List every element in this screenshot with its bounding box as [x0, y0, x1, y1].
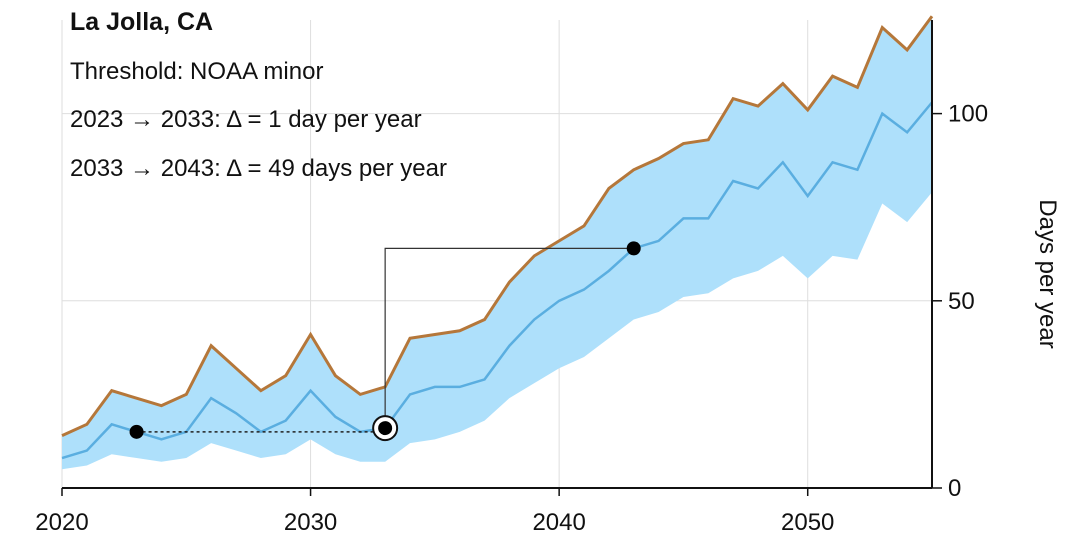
x-tick-label: 2020 — [35, 509, 88, 536]
marker-1 — [130, 425, 144, 439]
x-tick-label: 2040 — [532, 509, 585, 536]
x-tick-label: 2050 — [781, 509, 834, 536]
y-tick-label: 100 — [948, 101, 988, 128]
y-axis-label: Days per year — [1034, 199, 1061, 348]
marker-3 — [627, 241, 641, 255]
y-tick-label: 0 — [948, 475, 961, 502]
threshold-annotation: Threshold: NOAA minor — [70, 58, 323, 86]
x-tick-label: 2030 — [284, 509, 337, 536]
chart-title: La Jolla, CA — [70, 8, 213, 37]
y-tick-label: 50 — [948, 288, 975, 315]
delta-annotation-1: 2023 → 2033: Δ = 1 day per year — [70, 106, 422, 134]
delta-annotation-2: 2033 → 2043: Δ = 49 days per year — [70, 155, 447, 183]
y-tick-labels: 0 50 100 — [948, 101, 988, 502]
x-tick-labels: 2020 2030 2040 2050 — [35, 509, 834, 536]
marker-2 — [378, 421, 392, 435]
